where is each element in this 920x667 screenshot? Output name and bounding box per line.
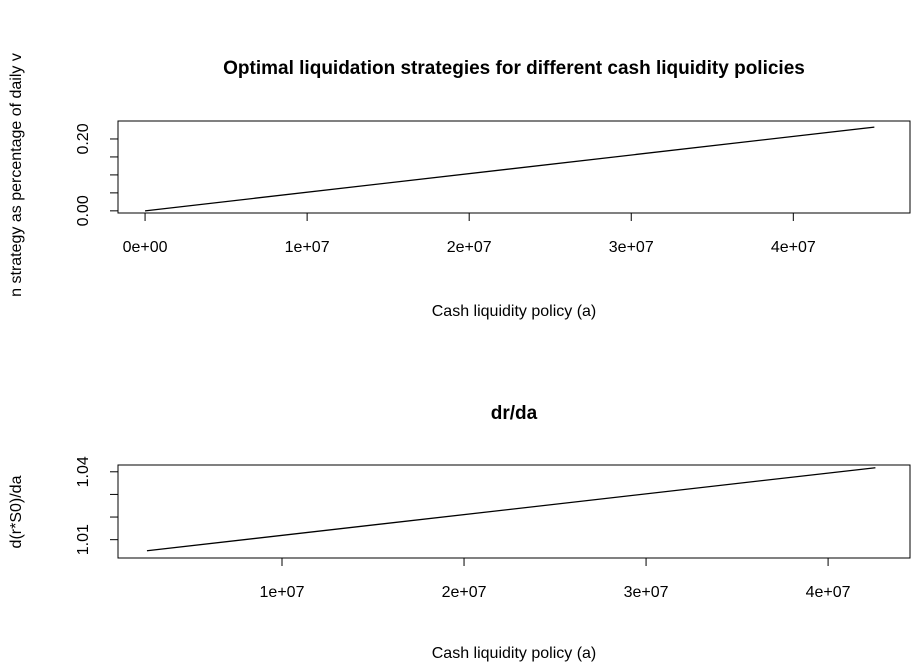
line-series (144, 126, 875, 212)
y-axis-label: d(r*S0)/da (8, 475, 25, 548)
x-tick-label: 4e+07 (771, 239, 816, 256)
plot-frame (117, 464, 911, 559)
x-axis-label: Cash liquidity policy (a) (432, 645, 597, 662)
chart-title: Optimal liquidation strategies for diffe… (223, 58, 805, 79)
x-tick-label: 2e+07 (442, 584, 487, 601)
y-axis-label: n strategy as percentage of daily v (8, 53, 25, 297)
x-tick-label: 3e+07 (624, 584, 669, 601)
x-tick-label: 1e+07 (285, 239, 330, 256)
y-tick-label: 0.00 (75, 195, 92, 226)
plot-frame (117, 120, 911, 214)
x-tick-label: 0e+00 (123, 239, 168, 256)
x-axis-label: Cash liquidity policy (a) (432, 303, 597, 320)
line-series (146, 467, 876, 552)
x-tick-label: 3e+07 (609, 239, 654, 256)
y-tick-label: 0.20 (75, 123, 92, 154)
x-tick-label: 4e+07 (806, 584, 851, 601)
x-tick-label: 2e+07 (447, 239, 492, 256)
y-tick-label: 1.04 (75, 456, 92, 487)
y-tick-label: 1.01 (75, 524, 92, 555)
chart-title: dr/da (491, 403, 538, 424)
x-tick-label: 1e+07 (260, 584, 305, 601)
